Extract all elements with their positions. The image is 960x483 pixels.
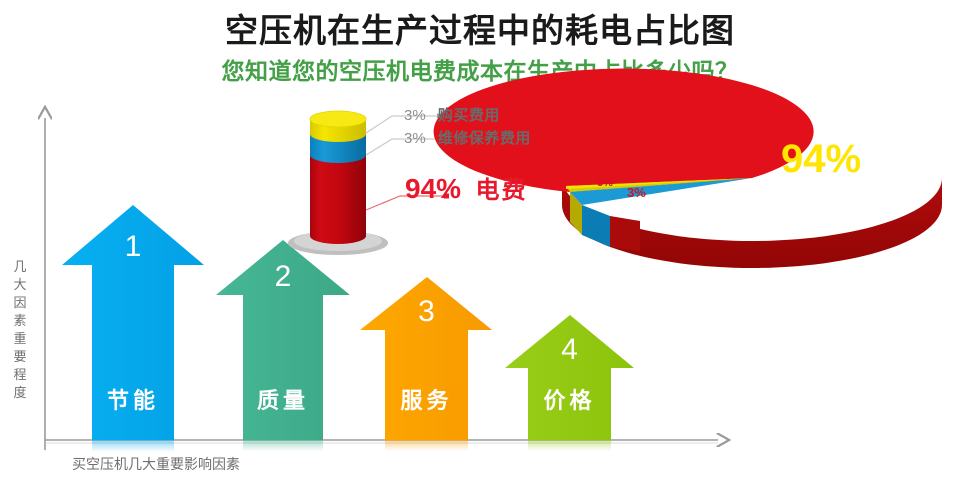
factor-2-rank: 2: [274, 260, 292, 293]
leader-dot-purchase: [437, 113, 442, 118]
cylinder-top-cap-outline: [309, 110, 367, 128]
factor-arrow-3-shape: [360, 277, 492, 440]
callout-maintenance-label: 维修保养费用: [437, 130, 531, 147]
factor-1-label: 节能: [106, 388, 159, 413]
x-axis-label: 买空压机几大重要影响因素: [72, 456, 240, 472]
pie-chart[interactable]: [433, 68, 942, 268]
y-axis-label-c3: 因: [13, 295, 27, 310]
pie-slice-purchase-highlight: [566, 178, 752, 189]
leader-line-maintenance: [365, 138, 440, 156]
y-axis-label-c8: 度: [13, 385, 27, 400]
callout-purchase-percent: 3%: [404, 107, 426, 124]
factor-arrow-3[interactable]: [360, 277, 492, 451]
y-axis-label-c2: 大: [13, 277, 27, 292]
factor-arrow-3-reflection: [385, 440, 468, 451]
callout-electricity-percent: 94%: [405, 173, 462, 204]
factor-3-label: 服务: [400, 388, 453, 413]
leader-line-electricity: [365, 195, 448, 211]
page-title: 空压机在生产过程中的耗电占比图: [225, 12, 735, 49]
factor-4-rank: 4: [561, 333, 578, 366]
factor-4-label: 价格: [543, 388, 596, 413]
callout-maintenance: 3% 维修保养费用: [404, 127, 531, 148]
factor-arrow-2-shape: [216, 240, 350, 440]
factor-arrow-1-shape: [62, 205, 204, 440]
pie-label-maintenance: 3%: [627, 185, 646, 200]
factor-arrow-4-reflection: [528, 440, 611, 451]
pie-side-wall-electricity-left: [610, 216, 640, 251]
factor-arrow-2-reflection: [243, 440, 323, 451]
factor-arrow-4-shape: [505, 315, 634, 440]
callout-electricity: 94% 电费: [405, 170, 528, 205]
factor-1-rank: 1: [124, 230, 142, 263]
cylinder-segment-electricity: [310, 155, 366, 244]
y-axis-label: 几 大 因 素 重 要 程 度: [10, 258, 30, 402]
y-axis-label-c5: 重: [13, 331, 27, 346]
y-axis-label-c4: 素: [13, 313, 27, 328]
callout-leader-lines: [365, 113, 449, 211]
callout-purchase-label: 购买费用: [437, 107, 500, 124]
pie-side-wall-main: [562, 178, 942, 268]
pie-label-purchase: 3%: [597, 177, 613, 189]
pie-slice-maintenance: [570, 178, 752, 205]
pie-label-electricity: 94%: [781, 137, 862, 181]
cylinder-segment-maintenance: [310, 134, 366, 163]
callout-electricity-label: 电费: [475, 177, 528, 204]
leader-line-purchase: [365, 115, 440, 134]
pie-slice-electricity: [433, 68, 814, 192]
y-axis-label-c6: 要: [13, 349, 27, 364]
pie-slice-purchase: [566, 178, 752, 192]
leader-dot-electricity: [444, 193, 449, 199]
y-axis-label-c1: 几: [13, 259, 27, 274]
factor-3-rank: 3: [418, 295, 435, 328]
cylinder-top-cap: [310, 111, 366, 127]
pie-side-wall-maintenance: [582, 205, 610, 247]
cylinder-chart[interactable]: [288, 110, 388, 255]
factor-arrow-1[interactable]: [62, 205, 204, 452]
factor-arrow-4[interactable]: [505, 315, 634, 451]
callout-purchase: 3% 购买费用: [404, 104, 500, 125]
factor-arrow-1-reflection: [92, 440, 174, 452]
callout-maintenance-percent: 3%: [404, 130, 426, 147]
pie-side-wall-purchase: [570, 192, 582, 235]
y-axis-label-c7: 程: [13, 367, 27, 382]
factor-arrow-2[interactable]: [216, 240, 350, 451]
factor-2-label: 质量: [256, 388, 309, 413]
